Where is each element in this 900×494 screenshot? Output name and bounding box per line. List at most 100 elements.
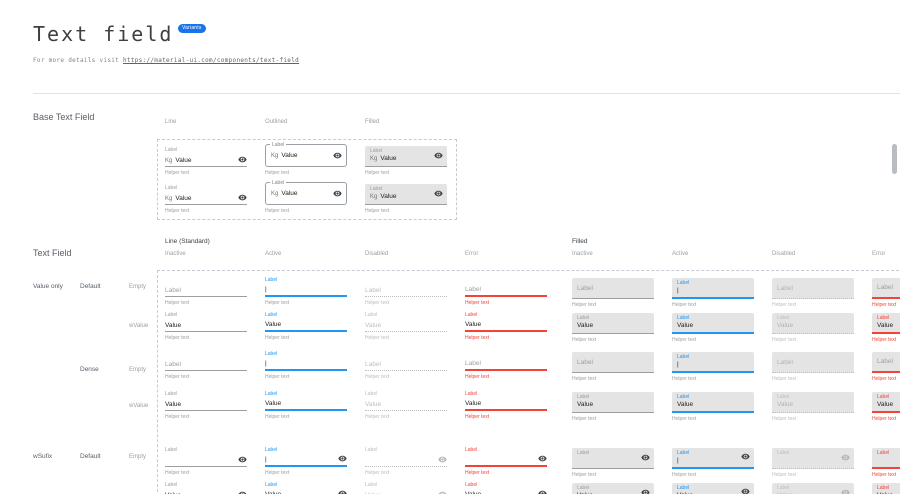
tf-line-inactive-value[interactable]: Label Value Helper text [165, 311, 247, 341]
tf-filled-inactive-value-dense[interactable]: Label Value Helper text [572, 390, 654, 422]
field-input[interactable]: Label [872, 278, 900, 299]
tf-line-error-empty[interactable]: Label Helper text [465, 276, 547, 306]
tf-filled-active-value-dense[interactable]: Label Value Helper text [672, 390, 754, 422]
tf-filled-error-empty[interactable]: Label Helper text [872, 276, 900, 308]
field-input[interactable]: Label [872, 352, 900, 373]
field-input[interactable]: Label Kg Value [365, 184, 447, 205]
tf-filled-error-value[interactable]: Label Value Helper text [872, 311, 900, 343]
field-input[interactable]: Label | [672, 448, 754, 469]
base-filled-field[interactable]: Label Kg Value Helper text [365, 144, 447, 176]
field-input[interactable]: Label [872, 448, 900, 469]
tf-line-active-empty[interactable]: Label | Helper text [265, 276, 347, 306]
field-input[interactable]: Label [572, 278, 654, 299]
base-line-field[interactable]: Label Kg Value Helper text [165, 184, 247, 214]
visibility-icon[interactable] [434, 189, 443, 198]
tf-line-inactive-empty-dense[interactable]: Label Helper text [165, 350, 247, 380]
tf-line-active-empty-suffix[interactable]: Label | Helper text [265, 446, 347, 476]
tf-filled-inactive-empty-suffix[interactable]: Label Helper text [572, 446, 654, 478]
field-input[interactable]: Value [465, 489, 547, 494]
tf-line-error-value-dense[interactable]: Label Value Helper text [465, 390, 547, 420]
visibility-icon[interactable] [338, 489, 347, 494]
visibility-icon[interactable] [338, 454, 347, 463]
field-input[interactable]: Value [165, 319, 247, 332]
visibility-icon[interactable] [238, 155, 247, 164]
tf-line-active-value[interactable]: Label Value Helper text [265, 311, 347, 341]
field-input[interactable] [465, 454, 547, 467]
field-input[interactable]: Value [265, 489, 347, 494]
field-input[interactable]: Kg Value [165, 154, 247, 167]
field-input[interactable]: Label Kg Value [365, 146, 447, 167]
field-input[interactable]: Label [465, 358, 547, 371]
visibility-icon[interactable] [538, 454, 547, 463]
visibility-icon[interactable] [333, 151, 342, 160]
base-line-field[interactable]: Label Kg Value Helper text [165, 146, 247, 176]
field-input[interactable]: Label | [672, 278, 754, 299]
tf-line-inactive-value-dense[interactable]: Label Value Helper text [165, 390, 247, 420]
doc-link[interactable]: https://material-ui.com/components/text-… [122, 57, 300, 64]
base-outlined-field[interactable]: Label Kg Value Helper text [265, 180, 347, 214]
field-input[interactable] [165, 454, 247, 467]
base-filled-field[interactable]: Label Kg Value Helper text [365, 182, 447, 214]
field-input[interactable]: Label | [672, 352, 754, 373]
field-input[interactable]: Value [165, 489, 247, 494]
field-input[interactable]: Label [165, 284, 247, 297]
field-input[interactable]: | [265, 358, 347, 371]
tf-filled-active-empty-dense[interactable]: Label | Helper text [672, 350, 754, 382]
tf-filled-inactive-value[interactable]: Label Value Helper text [572, 311, 654, 343]
visibility-icon[interactable] [434, 151, 443, 160]
visibility-icon[interactable] [333, 189, 342, 198]
tf-filled-active-empty-suffix[interactable]: Label | Helper text [672, 446, 754, 478]
field-input[interactable]: Label [572, 352, 654, 373]
field-input[interactable]: | [265, 454, 347, 467]
field-input[interactable]: Value [265, 398, 347, 411]
tf-line-active-value-dense[interactable]: Label Value Helper text [265, 390, 347, 420]
visibility-icon[interactable] [641, 488, 650, 494]
field-input[interactable]: Label [165, 358, 247, 371]
scrollbar-thumb[interactable] [892, 144, 897, 174]
field-input[interactable]: Value [465, 398, 547, 411]
tf-filled-active-value[interactable]: Label Value Helper text [672, 311, 754, 343]
field-input[interactable]: Value [165, 398, 247, 411]
field-input[interactable]: Label Kg Value [265, 142, 347, 167]
tf-filled-error-empty-dense[interactable]: Label Helper text [872, 350, 900, 382]
visibility-icon[interactable] [238, 490, 247, 494]
base-outlined-field[interactable]: Label Kg Value Helper text [265, 142, 347, 176]
tf-line-inactive-empty[interactable]: Label Helper text [165, 276, 247, 306]
visibility-icon[interactable] [238, 193, 247, 202]
visibility-icon[interactable] [641, 453, 650, 462]
field-input[interactable]: Value [465, 319, 547, 332]
tf-filled-error-empty-suffix[interactable]: Label Helper text [872, 446, 900, 478]
field-input[interactable]: Label [572, 448, 654, 469]
tf-filled-inactive-empty[interactable]: Label Helper text [572, 276, 654, 308]
visibility-icon[interactable] [538, 489, 547, 494]
tf-line-active-empty-dense[interactable]: Label | Helper text [265, 350, 347, 380]
field-input[interactable]: Label Kg Value [265, 180, 347, 205]
tf-line-error-empty-dense[interactable]: Label Helper text [465, 350, 547, 380]
tf-filled-inactive-empty-dense[interactable]: Label Helper text [572, 350, 654, 382]
tf-line-inactive-empty-suffix[interactable]: Label Helper text [165, 446, 247, 476]
tf-line-error-empty-suffix[interactable]: Label Helper text [465, 446, 547, 476]
tf-filled-error-value-dense[interactable]: Label Value Helper text [872, 390, 900, 422]
tf-line-error-value[interactable]: Label Value Helper text [465, 311, 547, 341]
visibility-icon[interactable] [741, 487, 750, 494]
field-input[interactable]: Label [465, 284, 547, 297]
field-input[interactable]: Value [265, 319, 347, 332]
visibility-icon[interactable] [238, 455, 247, 464]
visibility-icon[interactable] [741, 452, 750, 461]
tf-filled-active-empty[interactable]: Label | Helper text [672, 276, 754, 308]
